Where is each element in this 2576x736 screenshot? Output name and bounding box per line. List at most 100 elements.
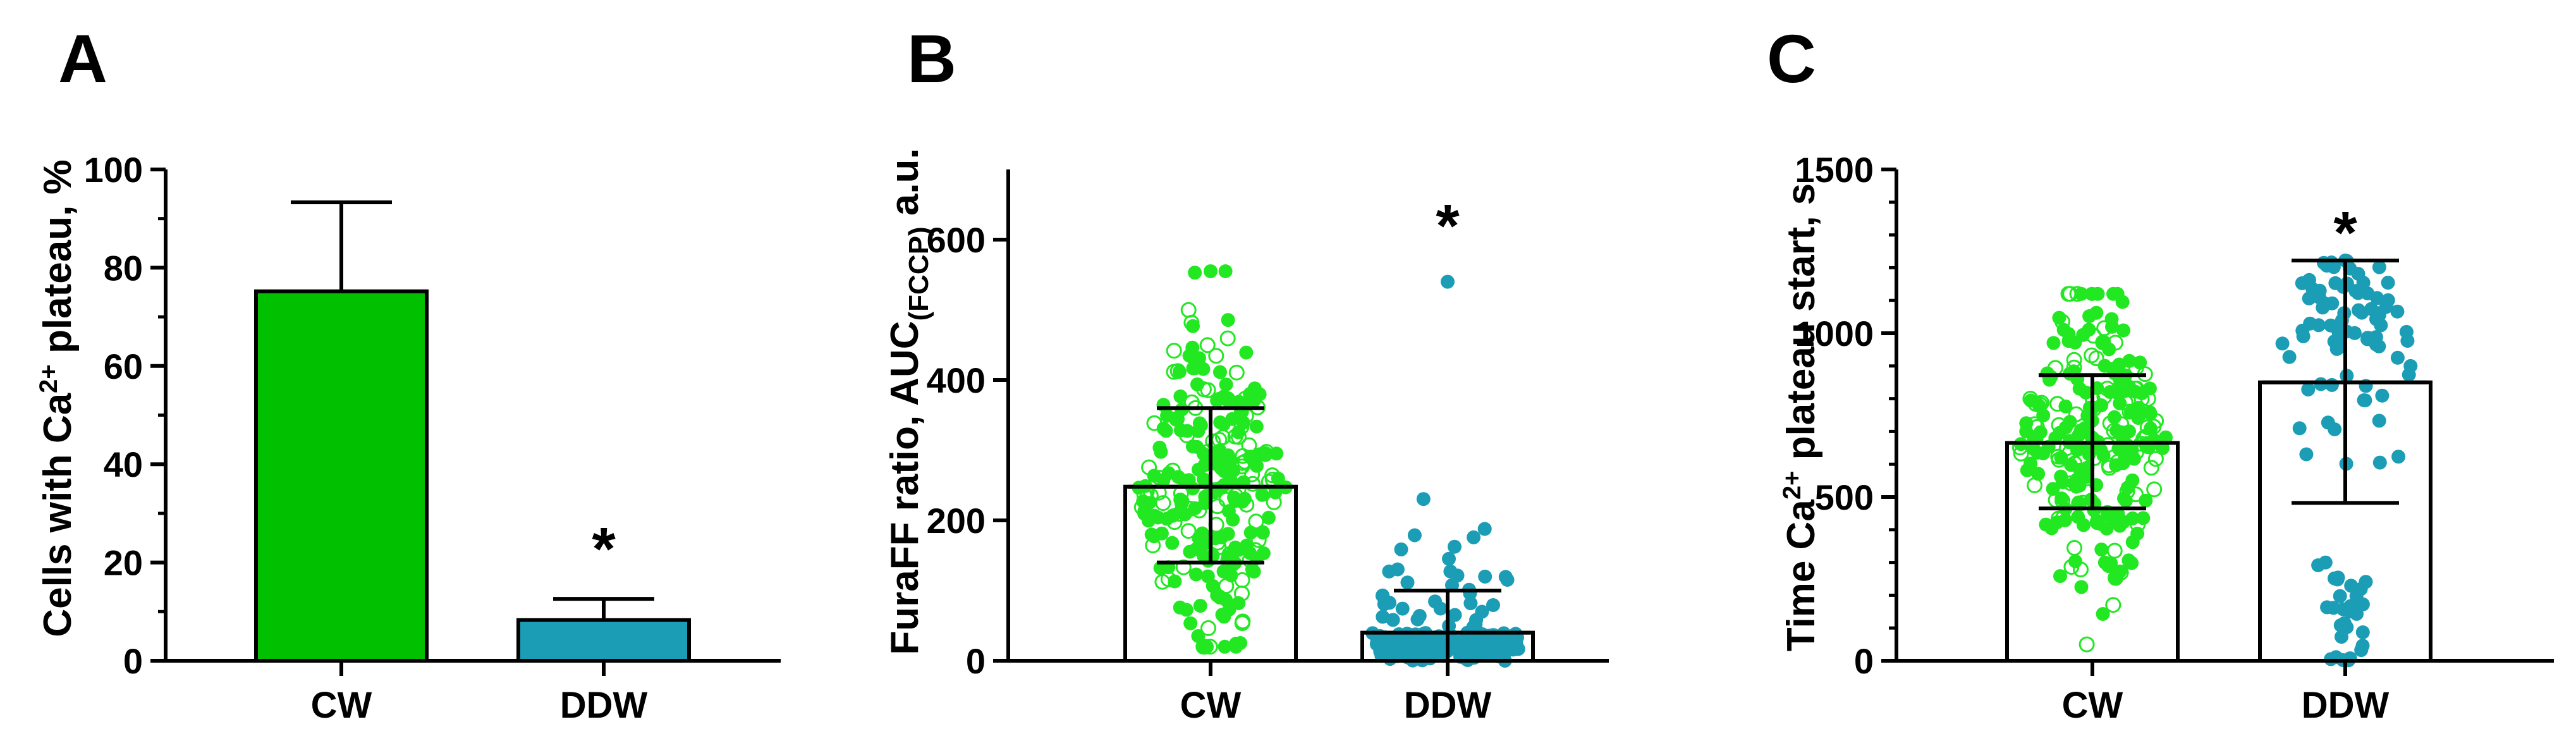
data-point (2068, 406, 2084, 422)
data-point (2096, 607, 2110, 621)
data-point (1199, 337, 1216, 353)
data-point (2295, 276, 2309, 290)
data-point (2103, 385, 2117, 399)
data-point (1448, 608, 1462, 622)
data-point (2066, 352, 2082, 368)
data-point (2139, 493, 2153, 508)
data-point (2113, 416, 2130, 432)
plot-area-b: 0 200 400 600 CW DDW * (927, 169, 1609, 726)
data-point (1172, 365, 1187, 379)
y-axis-title-a-superscript: 2+ (35, 364, 63, 393)
data-point (1433, 601, 1448, 616)
data-point-max (1441, 274, 1455, 289)
y-axis-title-a-part2: plateau, % (36, 159, 80, 364)
data-point (2120, 438, 2135, 453)
data-point (2094, 515, 2110, 532)
data-point (2328, 276, 2343, 290)
data-point (2337, 616, 2352, 630)
data-point (1216, 417, 1231, 432)
data-point (2054, 491, 2069, 506)
data-point (2147, 451, 2164, 467)
data-point (1261, 510, 1276, 525)
data-point (2118, 493, 2133, 508)
data-point (1255, 488, 1269, 502)
data-point (2127, 451, 2141, 466)
data-point (1228, 540, 1243, 555)
data-point (2056, 322, 2071, 337)
data-point (2125, 535, 2140, 549)
y-tick-label-a: 80 (104, 248, 143, 288)
data-point (1205, 433, 1221, 450)
data-point (1234, 615, 1250, 631)
y-axis-title-a: Cells with Ca2+ plateau, % (35, 159, 80, 637)
data-point (1183, 544, 1197, 559)
data-point (1498, 635, 1512, 650)
data-point (2350, 606, 2364, 621)
data-point (1177, 473, 1191, 488)
data-point (2046, 482, 2060, 496)
data-point (1166, 364, 1182, 380)
data-point (1469, 613, 1484, 627)
y-tick-label-b: 200 (927, 501, 986, 541)
data-point (2159, 430, 2173, 445)
data-point (2320, 600, 2335, 615)
data-point (2402, 367, 2416, 382)
data-point (1198, 496, 1212, 510)
data-point (2094, 398, 2109, 412)
data-point (1219, 377, 1233, 392)
data-point (2058, 399, 2073, 414)
data-point (2123, 405, 2138, 419)
data-point (2358, 393, 2372, 408)
data-point (1472, 632, 1487, 647)
data-point (1239, 345, 1254, 360)
data-point (1400, 575, 1415, 590)
bar-a-cw (254, 289, 429, 663)
data-point (2133, 355, 2147, 370)
data-point (1169, 412, 1184, 427)
y-axis-title-c-superscript: 2+ (1778, 471, 1806, 500)
data-point (2120, 481, 2135, 495)
y-tick-label-c: 1500 (1795, 150, 1874, 190)
y-axis-title-b-subscript: (FCCP) (903, 226, 934, 321)
data-point (1383, 596, 1396, 610)
panel-letter-c: C (1767, 20, 1816, 97)
data-point (1231, 596, 1246, 610)
data-point (1136, 494, 1151, 508)
data-point (2353, 582, 2368, 596)
data-point (1467, 530, 1481, 544)
data-point (2101, 460, 2118, 476)
data-point (1244, 466, 1261, 482)
data-point (1165, 536, 1180, 550)
data-point (1179, 603, 1193, 617)
y-tick-label-a: 60 (104, 347, 143, 386)
y-axis-title-b: FuraFF ratio, AUC(FCCP) a.u. (883, 148, 934, 654)
y-tick-label-b: 0 (966, 641, 986, 681)
y-axis-title-c-part1: Time Ca (1779, 500, 1823, 652)
panel-a: A Cells with Ca2+ plateau, % 0 20 40 60 80 10… (35, 20, 781, 726)
data-point (2305, 282, 2320, 297)
data-point (1235, 455, 1251, 471)
data-point (2372, 414, 2386, 428)
data-point (1233, 419, 1250, 435)
data-point (2282, 350, 2297, 364)
data-point (1376, 610, 1390, 624)
data-point (2135, 386, 2149, 400)
data-point (2390, 304, 2405, 319)
data-point (1406, 637, 1420, 652)
data-point (2069, 479, 2084, 494)
data-point (1166, 514, 1183, 531)
data-point (2024, 457, 2038, 471)
data-point (1206, 548, 1220, 563)
panel-letter-b: B (907, 20, 956, 97)
y-tick-label-c: 0 (1854, 641, 1874, 681)
data-point (2303, 316, 2317, 331)
data-point (2275, 336, 2290, 351)
data-point (2360, 286, 2375, 300)
data-point (2375, 388, 2390, 403)
y-axis-title-b-part2: a.u. (883, 148, 927, 226)
data-point (2052, 310, 2066, 325)
data-point (1200, 620, 1216, 636)
data-point (2079, 385, 2093, 400)
data-point (1508, 637, 1523, 651)
